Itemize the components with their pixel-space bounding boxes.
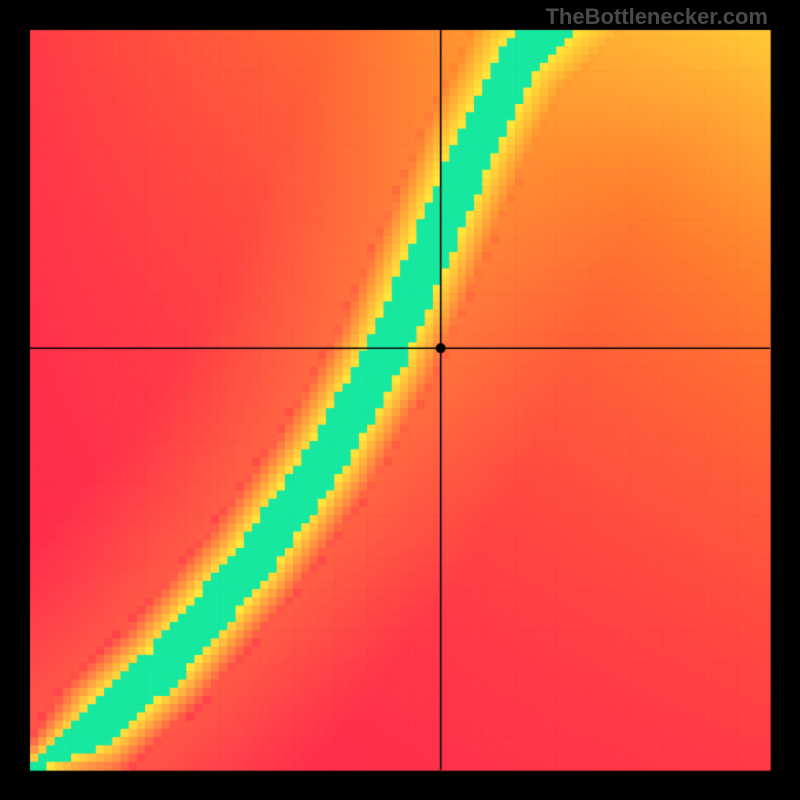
bottleneck-heatmap <box>0 0 800 800</box>
chart-container: TheBottlenecker.com <box>0 0 800 800</box>
